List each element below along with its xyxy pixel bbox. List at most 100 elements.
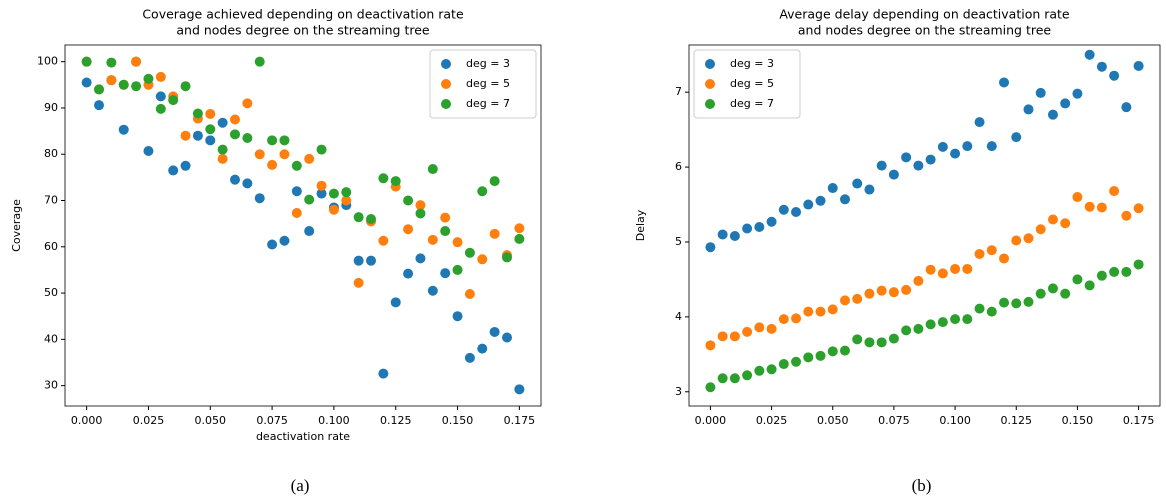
point [205, 135, 216, 146]
point [1072, 192, 1083, 203]
point [502, 332, 512, 343]
point [279, 135, 290, 146]
point [888, 333, 899, 344]
point [839, 295, 850, 306]
point [477, 343, 488, 354]
point [925, 154, 936, 165]
point [705, 382, 716, 393]
point [1084, 49, 1095, 60]
point [427, 285, 438, 296]
point [742, 370, 753, 381]
point [717, 373, 728, 384]
x-tick-label: 0.075 [878, 414, 910, 427]
point [852, 334, 863, 345]
point [353, 277, 364, 288]
point [390, 297, 401, 308]
point [974, 303, 985, 314]
point [254, 149, 265, 160]
point [1047, 214, 1058, 225]
point [106, 57, 117, 68]
point [155, 91, 166, 102]
point [267, 159, 278, 170]
point [341, 187, 352, 198]
y-tick-label: 80 [44, 147, 58, 160]
point [901, 284, 912, 295]
point [803, 306, 814, 317]
point [742, 326, 753, 337]
point [901, 152, 912, 163]
legend-label: deg = 7 [730, 97, 774, 110]
point [489, 176, 500, 187]
point [1047, 109, 1058, 120]
point [729, 331, 740, 342]
x-tick-label: 0.100 [939, 414, 971, 427]
point [1109, 70, 1120, 81]
x-tick-label: 0.150 [442, 414, 474, 427]
point [913, 275, 924, 286]
point [1133, 259, 1144, 270]
y-tick-label: 90 [44, 101, 58, 114]
point [477, 186, 488, 197]
legend-label: deg = 5 [730, 77, 774, 90]
x-tick-label: 0.050 [195, 414, 227, 427]
point [390, 176, 401, 187]
point [143, 73, 154, 84]
point [378, 368, 389, 379]
point [353, 212, 364, 223]
point [291, 160, 302, 171]
point [254, 193, 265, 204]
point [180, 130, 191, 141]
point [1133, 203, 1144, 214]
point [1011, 132, 1022, 143]
point [1096, 202, 1107, 213]
point [131, 56, 142, 67]
point [440, 212, 451, 223]
point [192, 130, 203, 141]
point [1011, 298, 1022, 309]
point [827, 346, 838, 357]
point [950, 148, 961, 159]
point [827, 304, 838, 315]
point [291, 186, 302, 197]
chart-title: and nodes degree on the streaming tree [176, 23, 430, 38]
caption: (b) [912, 476, 932, 495]
chart-title: Average delay depending on deactivation … [779, 7, 1070, 22]
point [729, 230, 740, 241]
point [974, 248, 985, 259]
point [267, 239, 278, 250]
point [118, 79, 129, 90]
point [717, 331, 728, 342]
point [803, 352, 814, 363]
y-tick-label: 40 [44, 332, 58, 345]
point [464, 352, 475, 363]
x-tick-label: 0.000 [695, 414, 727, 427]
y-tick-label: 7 [675, 85, 682, 98]
point [791, 313, 802, 324]
point [913, 160, 924, 171]
point [205, 108, 216, 119]
point [279, 235, 290, 246]
legend-label: deg = 7 [466, 97, 510, 110]
point [986, 141, 997, 152]
point [304, 194, 315, 205]
point [94, 84, 104, 95]
x-tick-label: 0.075 [256, 414, 288, 427]
point [766, 364, 777, 375]
point [1023, 233, 1034, 244]
point [962, 263, 973, 274]
point [864, 288, 875, 299]
point [230, 129, 240, 140]
point [1023, 296, 1034, 307]
point [950, 314, 961, 325]
point [839, 194, 850, 205]
point [242, 133, 253, 144]
point [452, 311, 463, 322]
point [440, 226, 451, 237]
point [1060, 218, 1071, 229]
point [1133, 60, 1144, 71]
point [155, 71, 166, 82]
point [489, 326, 500, 337]
y-axis-label: Coverage [10, 199, 23, 252]
point [766, 216, 777, 227]
point [341, 195, 352, 206]
